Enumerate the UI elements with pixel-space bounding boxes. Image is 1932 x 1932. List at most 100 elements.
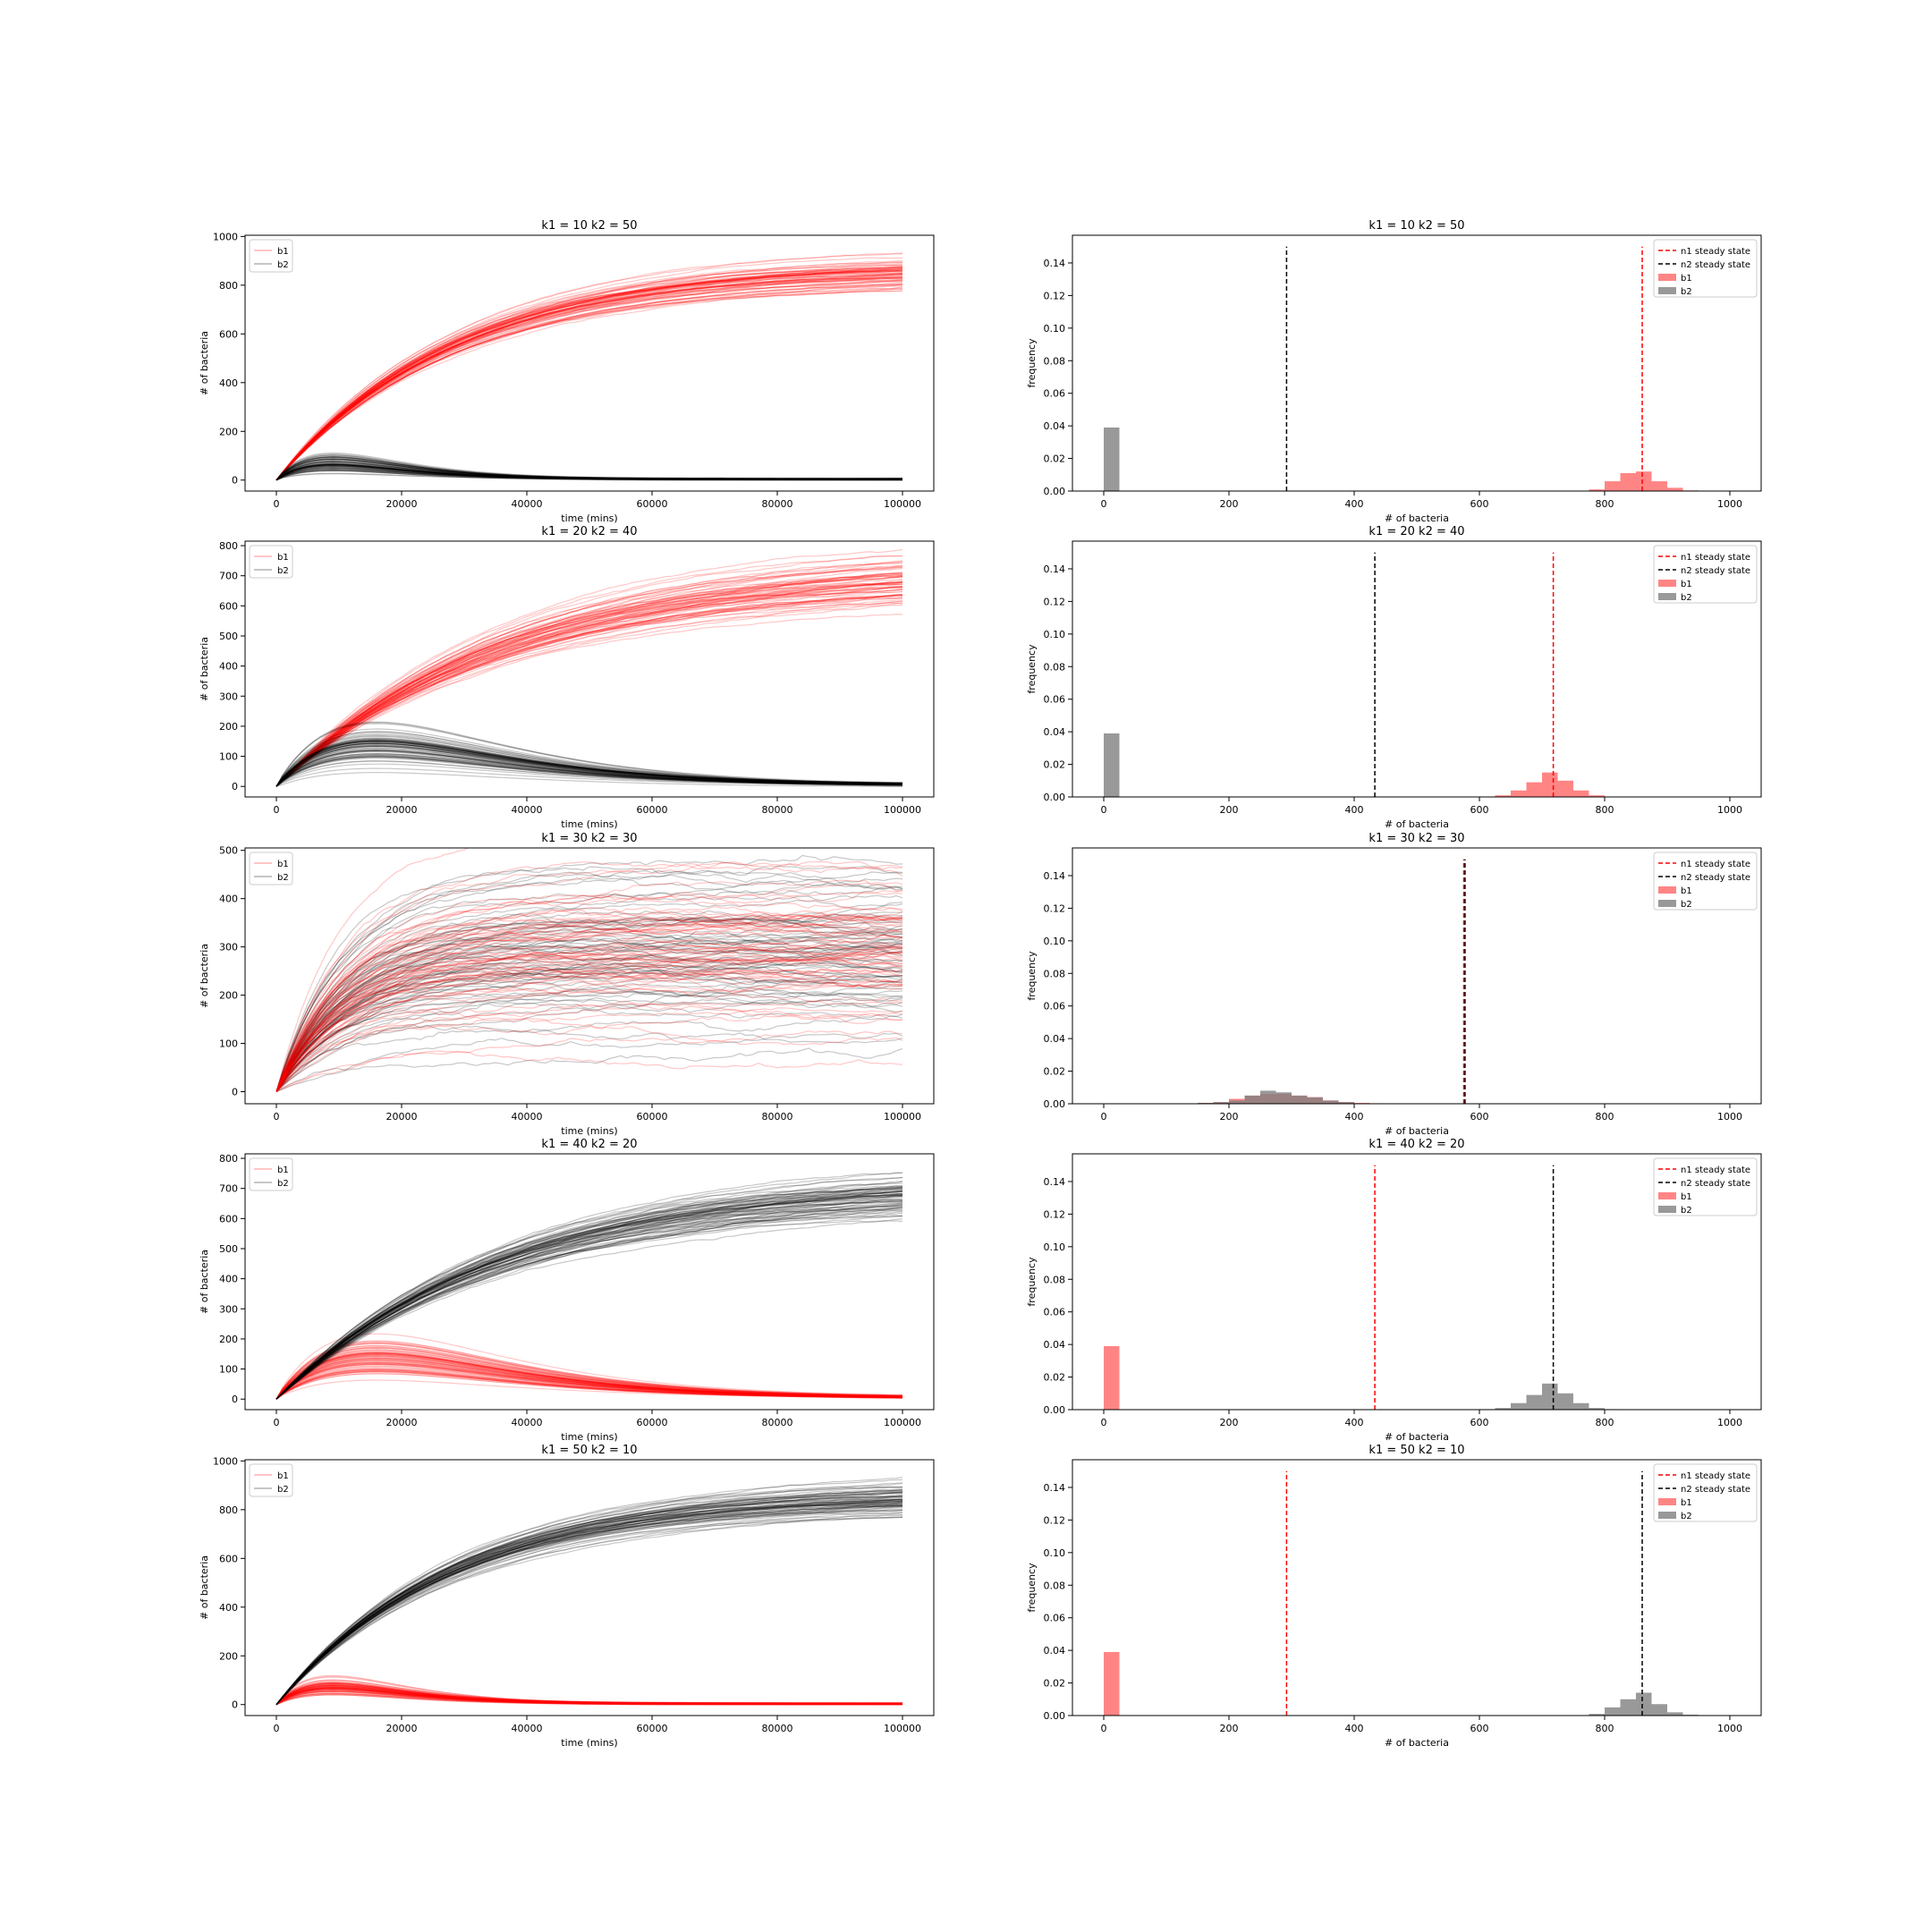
trajectory-line-b1 (275, 1687, 902, 1706)
trajectory-line-b1 (275, 861, 903, 1092)
trajectory-line-b2 (275, 462, 902, 481)
trajectory-line-b2 (275, 1204, 903, 1400)
trajectories (275, 252, 903, 481)
trajectory-line-b2 (275, 463, 903, 481)
trajectory-line-b2 (275, 1182, 903, 1400)
trajectory-line-b2 (275, 929, 903, 1092)
y-tick-label: 0.12 (1044, 290, 1066, 301)
trajectory-line-b2 (275, 1509, 903, 1706)
trajectory-line-b2 (275, 1510, 903, 1706)
x-tick-label: 400 (1345, 1417, 1364, 1428)
trajectory-line-b1 (275, 1683, 902, 1706)
trajectory-line-b1 (275, 596, 902, 787)
trajectory-line-b2 (275, 1503, 903, 1706)
trajectory-line-b2 (275, 886, 903, 1092)
trajectory-line-b1 (275, 589, 903, 787)
histogram-bar (1557, 780, 1573, 797)
trajectory-line-b2 (275, 1497, 903, 1706)
histogram-bar (1307, 1097, 1323, 1104)
trajectory-line-b1 (275, 889, 903, 1092)
trajectory-line-b2 (275, 1199, 903, 1400)
trajectory-line-b2 (275, 913, 903, 1092)
trajectory-line-b1 (275, 588, 903, 787)
trajectory-line-b1 (275, 1025, 903, 1092)
trajectory-line-b1 (275, 573, 903, 787)
trajectory-line-b2 (275, 742, 903, 787)
trajectory-line-b1 (275, 1342, 903, 1400)
x-tick-label: 0 (1101, 1417, 1107, 1428)
trajectory-line-b1 (275, 1688, 902, 1706)
trajectory-line-b2 (275, 470, 902, 481)
trajectory-line-b2 (275, 1487, 903, 1706)
trajectory-line-b1 (275, 966, 903, 1092)
trajectory-line-b2 (275, 754, 903, 787)
trajectory-line-b1 (275, 581, 903, 787)
trajectory-line-b1 (275, 1691, 902, 1706)
trajectory-line-b2 (275, 771, 902, 787)
trajectory-line-b2 (275, 1207, 903, 1400)
trajectory-line-b1 (275, 1366, 902, 1400)
y-axis-label: frequency (1026, 644, 1038, 694)
y-tick-label: 0.12 (1044, 596, 1066, 607)
x-tick-label: 60000 (637, 1111, 668, 1123)
trajectory-line-b1 (275, 1005, 903, 1092)
trajectory-line-b2 (275, 878, 903, 1092)
trajectory-line-b1 (275, 270, 903, 481)
trajectory-line-b1 (275, 1365, 902, 1400)
trajectory-line-b1 (275, 1340, 903, 1400)
legend-label: n1 steady state (1681, 860, 1750, 869)
trajectory-line-b2 (275, 1195, 903, 1400)
trajectory-line-b1 (275, 936, 903, 1092)
trajectory-line-b2 (275, 1194, 902, 1400)
trajectory-line-b1 (275, 1364, 902, 1400)
x-tick-label: 20000 (386, 498, 418, 510)
trajectory-line-b1 (275, 560, 903, 787)
trajectory-line-b2 (275, 975, 902, 1092)
trajectory-line-b1 (275, 587, 903, 787)
trajectory-line-b2 (275, 1495, 903, 1706)
histogram-subplot: 0 200 400 600 800 1000 0.00 0.02 0.04 0.06 0.08 0.1… (1026, 1444, 1762, 1749)
trajectory-line-b1 (275, 565, 903, 787)
trajectory-line-b1 (275, 1000, 903, 1092)
x-tick-label: 40000 (512, 1417, 543, 1428)
trajectory-line-b1 (275, 956, 903, 1092)
trajectory-line-b2 (275, 739, 903, 787)
trajectory-line-b2 (275, 1508, 902, 1706)
y-tick-label: 0.04 (1044, 1339, 1066, 1351)
legend-box (1653, 545, 1758, 604)
trajectory-line-b2 (275, 937, 903, 1092)
trajectory-line-b1 (275, 1360, 903, 1400)
x-tick-label: 1000 (1717, 804, 1742, 816)
trajectory-line-b2 (275, 745, 903, 787)
legend-label: b1 (1681, 886, 1692, 896)
trajectory-line-b1 (275, 276, 903, 481)
trajectory-line-b1 (275, 253, 903, 481)
x-axis-label: time (mins) (561, 1431, 617, 1443)
trajectory-line-b2 (275, 919, 903, 1092)
subplot-title: k1 = 50 k2 = 10 (1368, 1444, 1464, 1457)
trajectory-line-b2 (275, 981, 903, 1092)
trajectory-line-b1 (275, 267, 903, 481)
trajectory-line-b2 (275, 456, 903, 481)
legend-label: n1 steady state (1681, 553, 1750, 563)
trajectory-line-b1 (275, 1682, 902, 1706)
trajectory-line-b1 (275, 576, 903, 787)
trajectory-line-b1 (275, 1680, 903, 1706)
trajectory-line-b1 (275, 1363, 903, 1400)
trajectory-line-b1 (275, 284, 903, 481)
y-tick-label: 300 (219, 691, 238, 702)
trajectory-line-b2 (275, 750, 903, 787)
trajectory-line-b1 (275, 260, 903, 481)
trajectory-line-b1 (275, 1369, 903, 1400)
trajectory-line-b2 (275, 1498, 903, 1706)
series-b1 (275, 1674, 903, 1706)
y-tick-label: 800 (219, 540, 238, 552)
trajectory-line-b2 (275, 916, 903, 1092)
y-tick-label: 0.06 (1044, 1001, 1066, 1013)
trajectory-line-b2 (275, 1499, 903, 1706)
legend-swatch (1658, 274, 1676, 281)
trajectory-line-b1 (275, 906, 903, 1092)
y-tick-label: 0.06 (1044, 694, 1066, 706)
trajectory-line-b1 (275, 1694, 902, 1706)
